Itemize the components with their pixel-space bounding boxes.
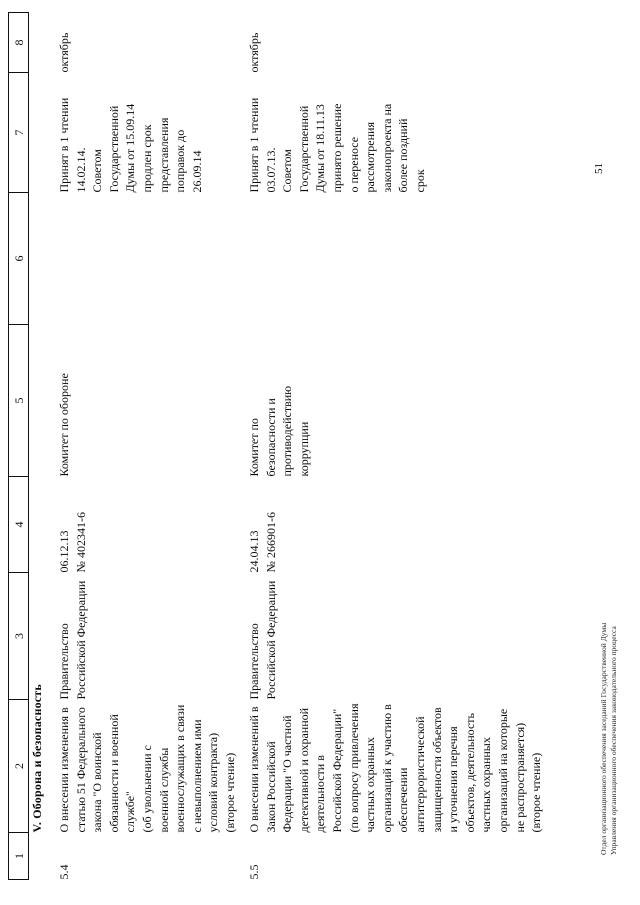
bills-table: 1 2 3 4 5 6 7 8 V. Оборона и безопасност… — [8, 12, 545, 880]
bill-initiator: Правительство Российской Федерации — [247, 580, 278, 700]
bill-month: октябрь — [247, 32, 261, 73]
bill-committee: Комитет по безопасности и противодействи… — [247, 385, 311, 477]
section-row: V. Оборона и безопасность — [29, 13, 57, 880]
table-header-row: 1 2 3 4 5 6 7 8 — [8, 12, 29, 880]
col-header-5: 5 — [8, 324, 29, 477]
empty-cell — [56, 193, 246, 325]
page-number: 51 — [593, 163, 605, 174]
bill-initiator: Правительство Российской Федерации — [57, 580, 88, 700]
col-header-8: 8 — [8, 12, 29, 73]
bill-status: Принят в 1 чтении 14.02.14. Советом Госу… — [57, 97, 204, 193]
bill-status: Принят в 1 чтении 03.07.13. Советом Госу… — [247, 97, 427, 193]
bill-date-number: 06.12.13 № 402341-6 — [57, 512, 88, 573]
row-number: 5.4 — [57, 864, 71, 880]
row-number: 5.5 — [247, 864, 261, 880]
footer: Отдел организационного обеспечения засед… — [599, 623, 618, 855]
footer-line-1: Отдел организационного обеспечения засед… — [599, 622, 608, 855]
bill-date-number: 24.04.13 № 266901-6 — [247, 512, 278, 573]
col-header-2: 2 — [8, 699, 29, 833]
bill-title: О внесении изменения в статью 51 Федерал… — [57, 704, 237, 833]
bill-title: О внесении изменений в Закон Российской … — [247, 703, 544, 833]
bill-committee: Комитет по обороне — [57, 373, 71, 477]
table-row-5-5: 5.5 О внесении изменений в Закон Российс… — [246, 13, 545, 880]
col-header-4: 4 — [8, 476, 29, 573]
col-header-3: 3 — [8, 572, 29, 700]
empty-cell — [246, 193, 545, 325]
table-row-5-4: 5.4 О внесении изменения в статью 51 Фед… — [56, 13, 246, 880]
col-header-7: 7 — [8, 72, 29, 193]
col-header-1: 1 — [8, 832, 29, 880]
bill-month: октябрь — [57, 32, 71, 73]
section-row-spacer — [29, 833, 57, 880]
col-header-6: 6 — [8, 192, 29, 325]
footer-line-2: Управления организационного обеспечения … — [608, 626, 618, 855]
section-title: V. Оборона и безопасность — [30, 684, 44, 833]
